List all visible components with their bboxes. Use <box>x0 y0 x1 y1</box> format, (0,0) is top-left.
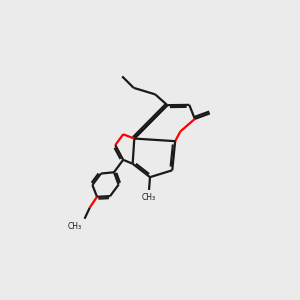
Text: CH₃: CH₃ <box>68 222 82 231</box>
Text: CH₃: CH₃ <box>142 194 156 202</box>
